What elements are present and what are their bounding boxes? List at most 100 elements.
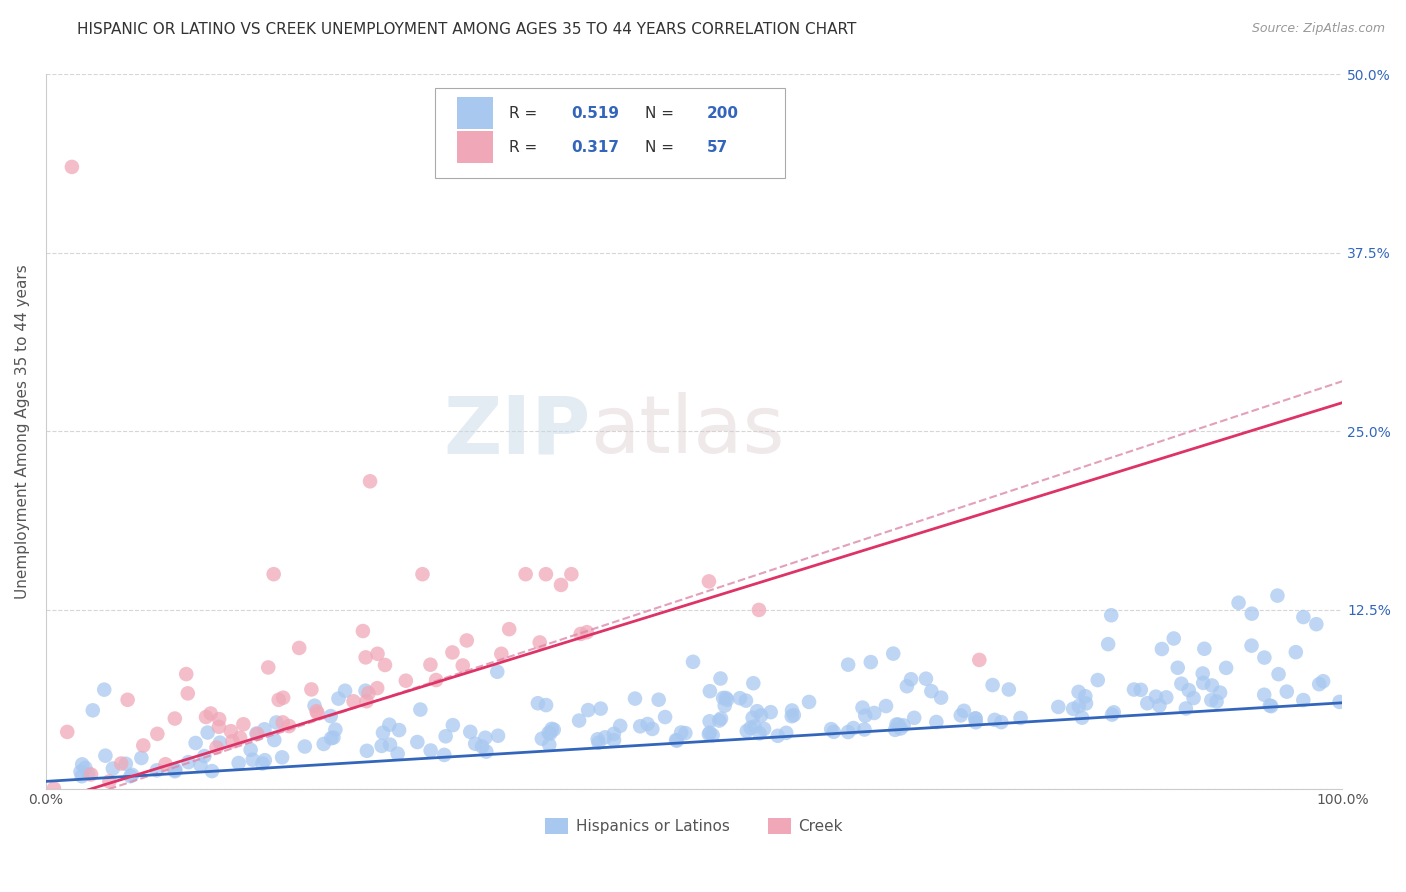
Point	[586, 732, 609, 747]
Point	[896, 679, 918, 693]
Point	[628, 719, 651, 733]
Point	[299, 682, 322, 697]
Point	[433, 747, 456, 762]
Point	[965, 715, 987, 730]
Point	[312, 737, 335, 751]
Point	[735, 693, 758, 707]
Point	[875, 699, 897, 714]
Point	[603, 727, 626, 741]
Point	[1149, 698, 1171, 713]
Text: atlas: atlas	[591, 392, 785, 470]
Point	[837, 657, 859, 672]
Point	[271, 690, 294, 705]
Point	[359, 475, 381, 489]
Point	[208, 712, 231, 726]
Point	[1074, 697, 1097, 711]
Point	[288, 640, 311, 655]
Point	[208, 736, 231, 750]
Point	[305, 704, 328, 718]
Point	[1267, 667, 1289, 681]
Point	[132, 739, 155, 753]
Point	[354, 650, 377, 665]
Point	[882, 647, 904, 661]
Point	[1163, 632, 1185, 646]
Point	[464, 737, 486, 751]
Point	[1305, 617, 1327, 632]
FancyBboxPatch shape	[457, 131, 494, 163]
Point	[77, 767, 100, 781]
Point	[759, 705, 782, 719]
Point	[98, 774, 121, 789]
Point	[714, 690, 737, 705]
Point	[748, 726, 770, 740]
Point	[1227, 596, 1250, 610]
Point	[1215, 661, 1237, 675]
Point	[451, 658, 474, 673]
Point	[1201, 693, 1223, 707]
Y-axis label: Unemployment Among Ages 35 to 44 years: Unemployment Among Ages 35 to 44 years	[15, 264, 30, 599]
Point	[1194, 641, 1216, 656]
Point	[903, 711, 925, 725]
Point	[1182, 691, 1205, 706]
Point	[328, 691, 350, 706]
Point	[267, 693, 290, 707]
Point	[842, 721, 865, 735]
Point	[780, 709, 803, 723]
Point	[1292, 693, 1315, 707]
Point	[80, 767, 103, 781]
Text: 0.519: 0.519	[571, 106, 619, 120]
Point	[1253, 688, 1275, 702]
Point	[742, 676, 765, 690]
Point	[593, 731, 616, 745]
Point	[357, 686, 380, 700]
Point	[965, 711, 987, 725]
Text: 57: 57	[707, 140, 728, 155]
Point	[709, 672, 731, 686]
Point	[271, 750, 294, 764]
Point	[775, 726, 797, 740]
Point	[1258, 698, 1281, 713]
Point	[471, 739, 494, 754]
Point	[155, 757, 177, 772]
Point	[195, 710, 218, 724]
Point	[229, 731, 252, 745]
Point	[486, 729, 509, 743]
Point	[1102, 706, 1125, 720]
Point	[550, 578, 572, 592]
Point	[1170, 677, 1192, 691]
Point	[859, 655, 882, 669]
Point	[441, 645, 464, 659]
Point	[990, 715, 1012, 730]
Point	[60, 160, 83, 174]
Legend: Hispanics or Latinos, Creek: Hispanics or Latinos, Creek	[546, 819, 844, 835]
Point	[246, 727, 269, 741]
Point	[823, 724, 845, 739]
Point	[395, 673, 418, 688]
Point	[1260, 699, 1282, 714]
Point	[1154, 690, 1177, 705]
Point	[900, 672, 922, 686]
Point	[1010, 711, 1032, 725]
Point	[699, 714, 721, 729]
Point	[333, 683, 356, 698]
Point	[366, 681, 388, 695]
Point	[588, 736, 610, 750]
Point	[371, 725, 394, 739]
Point	[253, 723, 276, 737]
Point	[1144, 690, 1167, 704]
Point	[1136, 696, 1159, 710]
Point	[425, 673, 447, 687]
Point	[131, 751, 153, 765]
Point	[411, 567, 433, 582]
Point	[797, 695, 820, 709]
Point	[356, 694, 378, 708]
Point	[699, 684, 721, 698]
Point	[475, 745, 498, 759]
Point	[515, 567, 537, 582]
Point	[538, 738, 561, 752]
Point	[981, 678, 1004, 692]
Point	[1062, 702, 1084, 716]
Point	[890, 722, 912, 736]
Point	[740, 721, 762, 735]
Point	[1285, 645, 1308, 659]
